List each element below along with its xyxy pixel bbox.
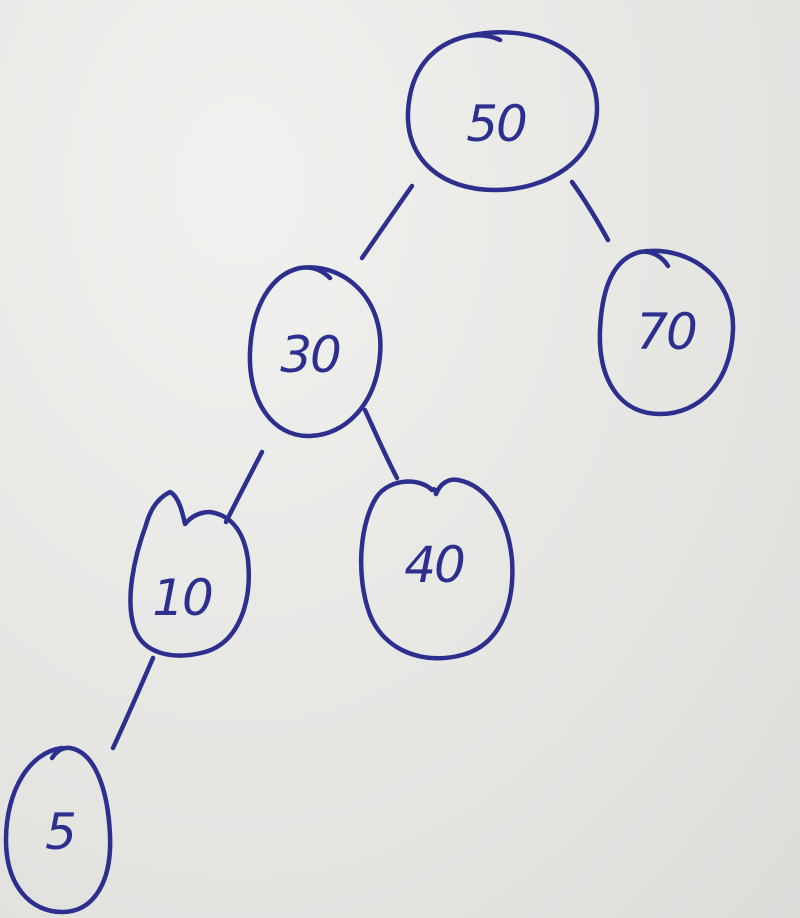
node-label: 30 bbox=[280, 326, 340, 384]
node-label: 40 bbox=[404, 536, 464, 594]
node-label: 5 bbox=[45, 803, 75, 861]
edge-30-10 bbox=[223, 449, 265, 525]
tree-node-30: 30 bbox=[247, 265, 383, 439]
tree-node-50: 50 bbox=[405, 30, 600, 193]
tree-node-40: 40 bbox=[358, 477, 515, 661]
node-circle-5 bbox=[3, 745, 113, 915]
tree-node-70: 70 bbox=[597, 248, 736, 417]
node-circle-70 bbox=[597, 248, 736, 417]
tree-node-10: 10 bbox=[128, 489, 251, 658]
tree-edges bbox=[110, 179, 611, 751]
tree-node-5: 5 bbox=[3, 745, 113, 915]
node-label: 50 bbox=[466, 95, 526, 153]
node-circle-10 bbox=[128, 489, 251, 658]
node-circle-50 bbox=[405, 30, 600, 193]
edge-30-40 bbox=[362, 407, 400, 481]
node-circle-30 bbox=[247, 265, 383, 439]
edge-50-30 bbox=[359, 183, 415, 261]
node-label: 10 bbox=[152, 569, 212, 627]
edge-10-5 bbox=[110, 655, 156, 751]
node-label: 70 bbox=[636, 303, 696, 361]
node-circle-40 bbox=[358, 477, 515, 661]
edge-50-70 bbox=[569, 179, 611, 243]
